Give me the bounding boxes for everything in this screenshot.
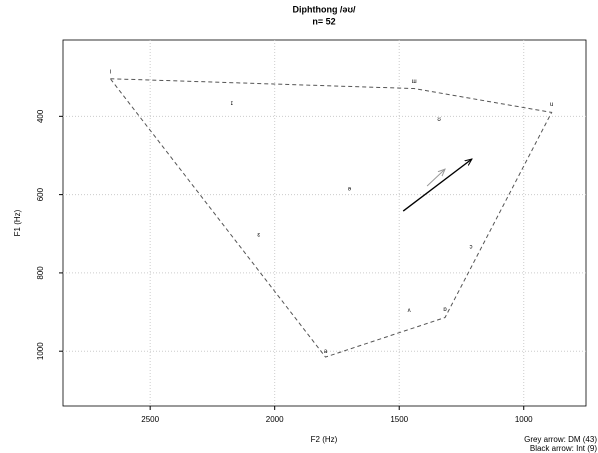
chart-title: Diphthong /əʊ/ bbox=[292, 4, 356, 14]
vowel-point: ɒ bbox=[443, 307, 447, 313]
x-axis-label: F2 (Hz) bbox=[311, 435, 338, 444]
vowel-point: ɯ bbox=[412, 79, 417, 85]
chart-subtitle: n= 52 bbox=[312, 16, 335, 26]
vowel-point: i bbox=[110, 69, 111, 75]
vowel-space bbox=[109, 78, 553, 358]
plot-frame bbox=[62, 39, 587, 407]
vowel-point: a bbox=[324, 349, 328, 355]
vowel-point: ɪ bbox=[231, 101, 233, 107]
vowel-point: ə bbox=[348, 187, 352, 193]
y-tick-label: 400 bbox=[36, 109, 45, 123]
note: Grey arrow: DM (43) bbox=[524, 435, 597, 444]
x-tick-label: 1500 bbox=[390, 415, 408, 424]
y-axis-label: F1 (Hz) bbox=[13, 209, 22, 236]
arrow bbox=[426, 169, 445, 187]
vowel-point: ʊ bbox=[437, 117, 441, 123]
vowel-point: u bbox=[550, 102, 553, 108]
y-tick-label: 1000 bbox=[36, 342, 45, 360]
note: Black arrow: Int (9) bbox=[530, 444, 597, 453]
vowel-point: ʌ bbox=[408, 308, 411, 314]
vowel-point: ɔ bbox=[469, 244, 472, 250]
x-tick-label: 2500 bbox=[141, 415, 159, 424]
y-tick-label: 800 bbox=[36, 266, 45, 280]
y-tick-label: 600 bbox=[36, 187, 45, 201]
vowel-point: ɛ bbox=[257, 233, 260, 239]
x-tick-label: 1000 bbox=[515, 415, 533, 424]
x-tick-label: 2000 bbox=[266, 415, 284, 424]
arrow bbox=[402, 159, 472, 212]
